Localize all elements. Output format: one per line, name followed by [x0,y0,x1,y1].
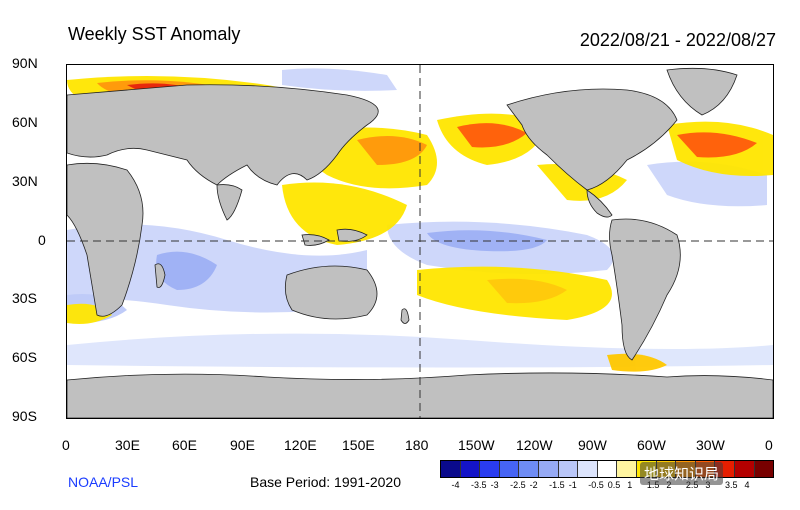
colorbar-tick-label: 2 [666,480,672,490]
x-label-0: 0 [62,437,70,453]
y-label-90s: 90S [12,408,37,424]
colorbar-tick-label: 3 [705,480,711,490]
date-range: 2022/08/21 - 2022/08/27 [579,30,776,50]
credit-label: NOAA/PSL [68,474,139,490]
x-label-150e: 150E [342,437,375,453]
x-label-60w: 60W [637,437,666,453]
y-label-30n: 30N [12,173,38,189]
x-label-0-end: 0 [765,437,773,453]
x-label-30e: 30E [115,437,140,453]
colorbar-swatch [480,461,500,477]
colorbar-swatch [754,461,774,477]
sst-anomaly-map [66,64,774,419]
base-period: Base Period: 1991-2020 [250,474,401,490]
colorbar-swatch [538,461,559,477]
y-label-60n: 60N [12,114,38,130]
colorbar-tick-label: -1 [568,480,577,490]
map-canvas [67,65,773,418]
colorbar [440,460,774,478]
map-title: Weekly SST Anomaly [68,24,241,44]
y-label-90n: 90N [12,55,38,71]
colorbar-tick-label: 0.5 [607,480,621,490]
colorbar-swatch [499,461,520,477]
y-label-eq: 0 [38,232,46,248]
colorbar-swatch [558,461,579,477]
watermark-badge: 地球知识局 [640,462,724,485]
colorbar-tick-label: 4 [744,480,750,490]
colorbar-tick-label: -3.5 [471,480,487,490]
x-label-60e: 60E [172,437,197,453]
colorbar-tick-label: 1.5 [646,480,660,490]
colorbar-swatch [460,461,481,477]
colorbar-swatch [597,461,618,477]
colorbar-tick-label: 3.5 [724,480,738,490]
colorbar-tick-label: -3 [490,480,499,490]
colorbar-swatch [617,461,637,477]
colorbar-swatch [519,461,539,477]
x-label-90w: 90W [578,437,607,453]
colorbar-tick-label: -0.5 [588,480,604,490]
colorbar-tick-label: 2.5 [685,480,699,490]
colorbar-tick-label: -4 [451,480,460,490]
colorbar-swatch [734,461,755,477]
colorbar-tick-label: 1 [627,480,633,490]
colorbar-tick-label: -1.5 [549,480,565,490]
y-label-30s: 30S [12,290,37,306]
x-label-150w: 150W [458,437,495,453]
x-label-180: 180 [405,437,429,453]
colorbar-tick-label: -2.5 [510,480,526,490]
y-label-60s: 60S [12,349,37,365]
colorbar-tick-label: -2 [529,480,538,490]
x-label-90e: 90E [230,437,255,453]
colorbar-swatch [578,461,598,477]
x-label-120e: 120E [284,437,317,453]
x-label-120w: 120W [516,437,553,453]
x-label-30w: 30W [696,437,725,453]
colorbar-swatch [441,461,461,477]
